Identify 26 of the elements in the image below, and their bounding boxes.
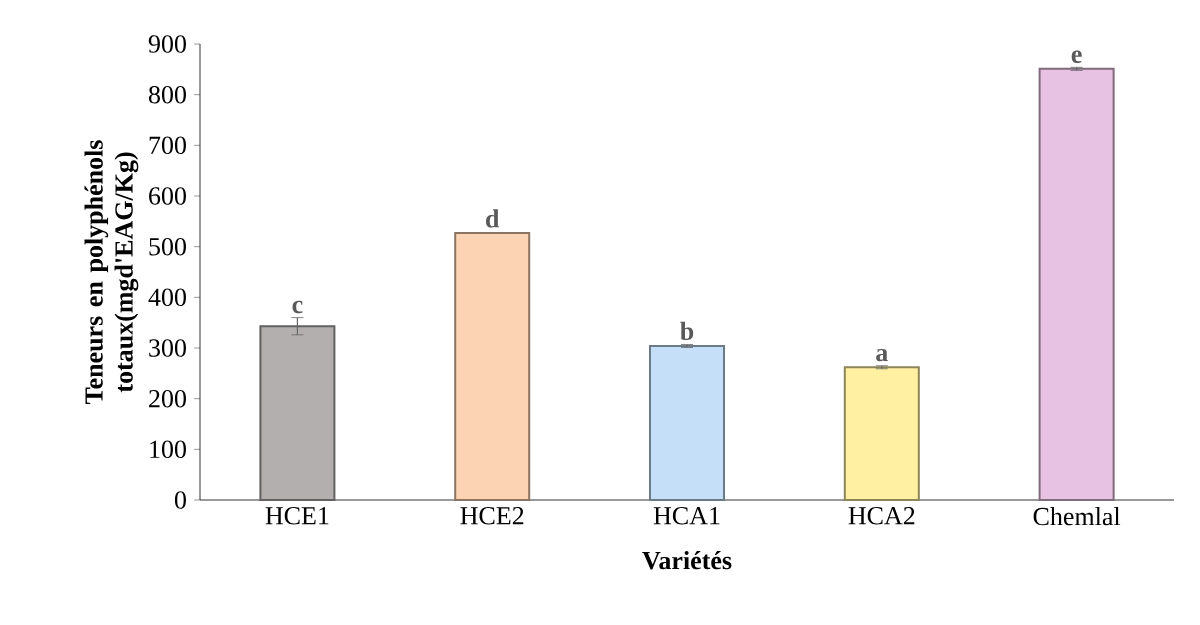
y-tick-label: 700 bbox=[149, 136, 186, 155]
annotation: d bbox=[486, 209, 500, 228]
x-tick-label: Chemlal bbox=[1033, 507, 1121, 526]
y-tick-label: 600 bbox=[149, 187, 186, 205]
annotation: e bbox=[1071, 50, 1082, 63]
annotation: a bbox=[876, 348, 888, 362]
y-tick-label: 100 bbox=[150, 440, 186, 459]
bar bbox=[649, 344, 725, 501]
annotation: b bbox=[680, 321, 694, 341]
bar bbox=[843, 366, 920, 501]
y-axis-title: Teneurs en polyphénols totaux(mgd'EAG/Kg) bbox=[84, 140, 139, 405]
y-tick-label: 500 bbox=[149, 237, 186, 256]
y-tick-label: 0 bbox=[174, 491, 186, 509]
x-tick-label: HCE1 bbox=[265, 507, 329, 525]
annotation: c bbox=[292, 300, 303, 314]
y-tick-label: 900 bbox=[148, 35, 186, 53]
x-tick-label: HCA2 bbox=[848, 507, 915, 525]
y-tick-label: 400 bbox=[148, 288, 186, 307]
x-tick-label: HCE2 bbox=[460, 507, 524, 525]
bar bbox=[1038, 67, 1115, 501]
y-tick-label: 200 bbox=[149, 389, 186, 408]
x-axis-title: Variétés bbox=[642, 551, 732, 570]
bar bbox=[454, 231, 531, 501]
y-tick-label: 800 bbox=[148, 85, 186, 104]
y-tick-label: 300 bbox=[149, 339, 186, 357]
x-tick-label: HCA1 bbox=[653, 507, 720, 525]
